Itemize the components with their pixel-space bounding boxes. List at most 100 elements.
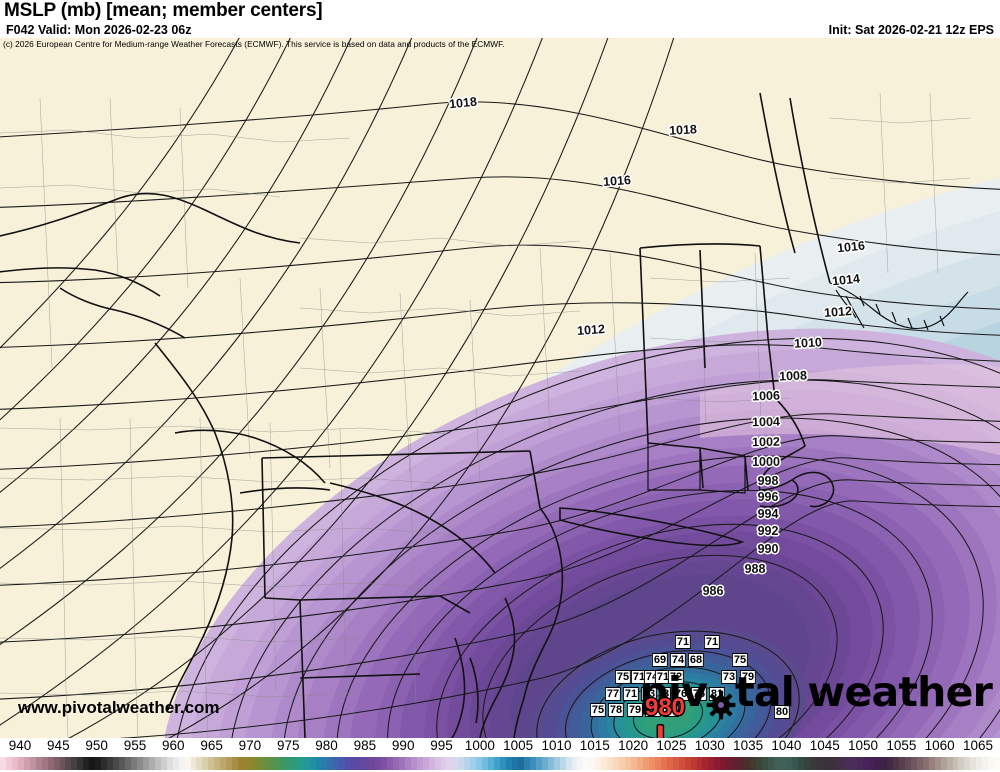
colorbar-tick: 1005 <box>503 738 534 753</box>
ecmwf-attribution: (c) 2026 European Centre for Medium-rang… <box>3 39 505 49</box>
colorbar-swatch <box>291 757 298 770</box>
member-center-number: 73 <box>720 670 738 684</box>
isobar-label: 1016 <box>602 173 632 189</box>
colorbar-swatch <box>529 757 536 770</box>
colorbar-swatch <box>571 757 578 770</box>
colorbar-swatch <box>738 757 745 770</box>
colorbar-swatch <box>785 757 792 770</box>
member-center-number: 75 <box>644 703 662 717</box>
colorbar-swatch <box>59 757 66 770</box>
colorbar-swatch <box>821 757 828 770</box>
colorbar-swatch <box>172 757 179 770</box>
colorbar-swatch <box>625 757 632 770</box>
colorbar-swatch <box>416 757 423 770</box>
colorbar-swatch <box>107 757 114 770</box>
member-center-number: 69 <box>651 653 669 667</box>
colorbar-swatch <box>303 757 310 770</box>
colorbar-swatch <box>404 757 411 770</box>
colorbar-swatch <box>398 757 405 770</box>
colorbar-tick: 970 <box>238 738 262 753</box>
colorbar-swatch <box>535 757 542 770</box>
colorbar-tick: 965 <box>200 738 223 753</box>
member-center-number: 75 <box>731 653 749 667</box>
colorbar-swatch <box>428 757 435 770</box>
colorbar-swatch <box>994 757 1000 770</box>
member-center-number: 75 <box>614 670 632 684</box>
colorbar-swatch <box>29 757 36 770</box>
colorbar-swatch <box>565 757 572 770</box>
colorbar-swatch <box>744 757 751 770</box>
colorbar-tick-labels: 940 945 950 955 960 965 970 975 980 985 990 995 1000… <box>0 738 1000 758</box>
colorbar-tick: 975 <box>276 738 300 753</box>
colorbar-swatch <box>922 757 929 770</box>
colorbar-tick: 1015 <box>579 738 610 753</box>
colorbar-swatch <box>636 757 643 770</box>
isobar-label: 1004 <box>751 414 781 430</box>
isobar-label: 990 <box>757 542 779 556</box>
colorbar-swatch <box>327 757 334 770</box>
colorbar-swatch <box>273 757 280 770</box>
colorbar-swatch <box>946 757 953 770</box>
colorbar-swatch <box>285 757 292 770</box>
colorbar-tick: 1010 <box>541 738 572 753</box>
colorbar-swatch <box>756 757 762 770</box>
colorbar-swatch <box>982 757 989 770</box>
colorbar[interactable]: 940 945 950 955 960 965 970 975 980 985 990 995 1000… <box>0 738 1000 772</box>
colorbar-swatch <box>47 757 54 770</box>
colorbar-swatch <box>309 757 316 770</box>
member-center-number: 76 <box>690 687 708 701</box>
colorbar-swatch <box>279 757 286 770</box>
colorbar-swatch <box>875 757 882 770</box>
colorbar-swatch <box>255 757 262 770</box>
colorbar-swatch <box>714 757 721 770</box>
colorbar-swatch <box>928 757 935 770</box>
model-init-label: Init: Sat 2026-02-21 12z EPS <box>828 23 994 37</box>
member-center-number: 79 <box>626 703 644 717</box>
colorbar-swatch <box>702 757 709 770</box>
colorbar-swatch <box>887 757 893 770</box>
colorbar-swatch <box>41 757 48 770</box>
colorbar-tick: 1030 <box>694 738 725 753</box>
colorbar-swatch <box>964 757 971 770</box>
colorbar-tick: 1000 <box>464 738 495 753</box>
isobar-label: 1006 <box>751 388 781 404</box>
colorbar-swatch <box>470 757 477 770</box>
colorbar-swatch <box>547 757 554 770</box>
colorbar-swatch <box>958 757 965 770</box>
colorbar-swatch <box>113 757 120 770</box>
isobar-label: 986 <box>702 584 724 598</box>
colorbar-swatch <box>654 757 661 770</box>
colorbar-swatch <box>77 757 84 770</box>
colorbar-swatch <box>154 757 161 770</box>
isobar-label: 998 <box>757 474 779 488</box>
colorbar-swatch <box>357 757 364 770</box>
colorbar-tick: 985 <box>353 738 377 753</box>
colorbar-swatch <box>196 757 203 770</box>
colorbar-swatch <box>315 757 322 770</box>
colorbar-tick: 950 <box>85 738 108 753</box>
colorbar-swatch <box>803 757 810 770</box>
map-canvas[interactable]: 1018 1018 1016 1016 1014 1012 1012 1010 1008 1006… <box>0 38 1000 738</box>
colorbar-swatch <box>517 757 524 770</box>
colorbar-swatch <box>613 757 620 770</box>
colorbar-swatch <box>130 757 137 770</box>
member-center-number: 72 <box>667 670 685 684</box>
isobar-label: 1008 <box>778 368 808 384</box>
colorbar-tick: 1065 <box>962 738 994 753</box>
colorbar-swatch <box>238 757 245 770</box>
colorbar-swatch <box>672 757 679 770</box>
colorbar-swatch <box>369 757 376 770</box>
colorbar-swatch <box>648 757 655 770</box>
member-center-number: 77 <box>604 687 622 701</box>
colorbar-swatch <box>452 757 459 770</box>
member-center-number: 71 <box>630 670 648 684</box>
colorbar-swatch <box>607 757 614 770</box>
colorbar-swatch <box>863 757 870 770</box>
member-center-number: 75 <box>589 703 607 717</box>
colorbar-tick: 955 <box>123 738 147 753</box>
colorbar-swatch <box>202 757 209 770</box>
colorbar-swatch <box>339 757 346 770</box>
colorbar-swatch <box>904 757 911 770</box>
colorbar-swatch <box>422 757 429 770</box>
member-center-number: 80 <box>773 705 791 719</box>
